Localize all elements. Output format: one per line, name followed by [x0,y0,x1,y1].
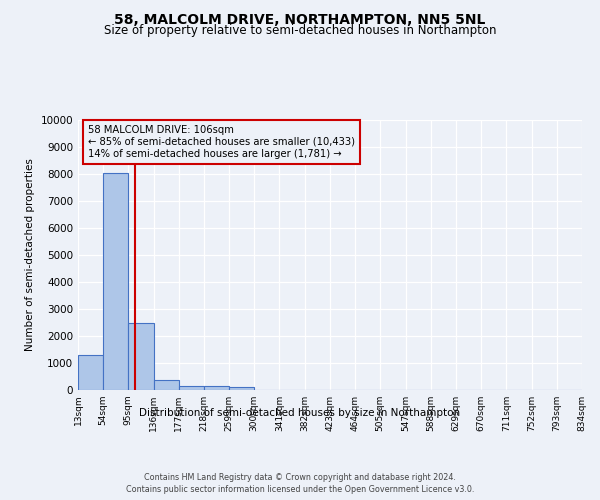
Bar [103,172,128,390]
Bar [229,387,254,390]
Bar [128,322,154,390]
Text: Contains public sector information licensed under the Open Government Licence v3: Contains public sector information licen… [126,485,474,494]
Text: 58, MALCOLM DRIVE, NORTHAMPTON, NN5 5NL: 58, MALCOLM DRIVE, NORTHAMPTON, NN5 5NL [115,12,485,26]
Bar [204,386,229,390]
Text: Contains HM Land Registry data © Crown copyright and database right 2024.: Contains HM Land Registry data © Crown c… [144,472,456,482]
Text: 58 MALCOLM DRIVE: 106sqm
← 85% of semi-detached houses are smaller (10,433)
14% : 58 MALCOLM DRIVE: 106sqm ← 85% of semi-d… [88,126,355,158]
Text: Size of property relative to semi-detached houses in Northampton: Size of property relative to semi-detach… [104,24,496,37]
Bar [179,386,204,390]
Text: Distribution of semi-detached houses by size in Northampton: Distribution of semi-detached houses by … [139,408,461,418]
Bar [78,355,103,390]
Bar [154,380,179,390]
Y-axis label: Number of semi-detached properties: Number of semi-detached properties [25,158,35,352]
